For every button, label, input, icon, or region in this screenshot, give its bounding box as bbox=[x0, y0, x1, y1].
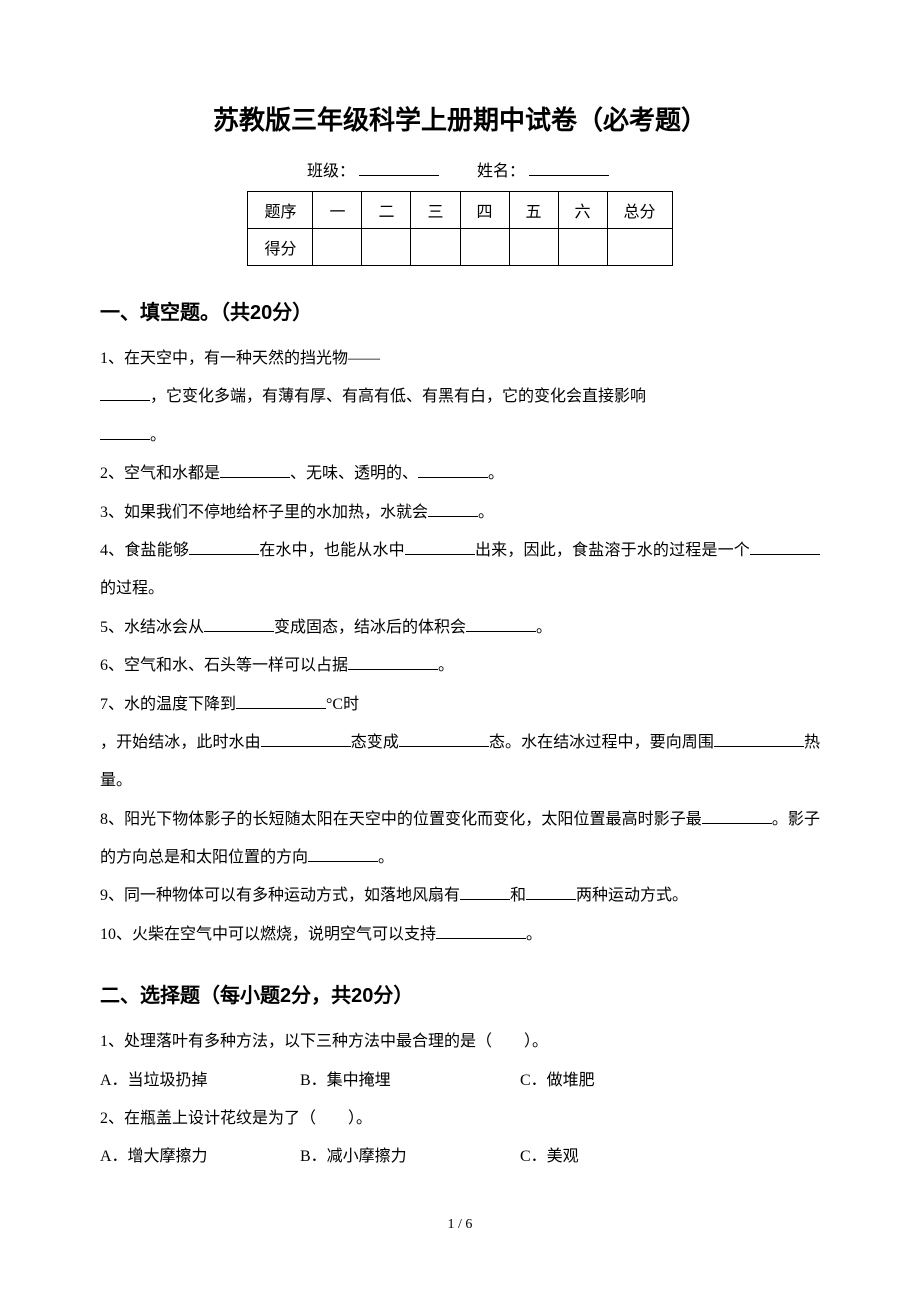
q-text: 、无味、透明的、 bbox=[290, 465, 418, 482]
q-text: 在水中，也能从水中 bbox=[259, 542, 405, 559]
fill-blank[interactable] bbox=[220, 477, 290, 478]
q-text: 1、在天空中，有一种天然的挡光物—— bbox=[100, 350, 380, 367]
question-8: 8、阳光下物体影子的长短随太阳在天空中的位置变化而变化，太阳位置最高时影子最。影… bbox=[100, 801, 820, 878]
option-a[interactable]: A．增大摩擦力 bbox=[100, 1138, 300, 1176]
col-header: 四 bbox=[460, 192, 509, 229]
question-3: 3、如果我们不停地给杯子里的水加热，水就会 。 bbox=[100, 494, 820, 532]
option-c[interactable]: C．做堆肥 bbox=[520, 1062, 820, 1100]
fill-blank[interactable] bbox=[714, 746, 804, 747]
fill-blank[interactable] bbox=[189, 554, 259, 555]
q-text: 出来，因此，食盐溶于水的过程是一个 bbox=[475, 542, 750, 559]
q-text: 。 bbox=[536, 619, 552, 636]
col-header: 题序 bbox=[248, 192, 313, 229]
name-label: 姓名： bbox=[477, 163, 525, 180]
fill-blank[interactable] bbox=[261, 746, 351, 747]
question-2: 2、空气和水都是 、无味、透明的、 。 bbox=[100, 455, 820, 493]
fill-blank[interactable] bbox=[236, 708, 326, 709]
col-header: 六 bbox=[558, 192, 607, 229]
score-table-header-row: 题序 一 二 三 四 五 六 总分 bbox=[248, 192, 672, 229]
option-b[interactable]: B．减小摩擦力 bbox=[300, 1138, 520, 1176]
mc-question-2: 2、在瓶盖上设计花纹是为了（ ）。 bbox=[100, 1100, 820, 1138]
question-7: 7、水的温度下降到 °C时 ，开始结冰，此时水由 态变成 态。水在结冰过程中，要向周围… bbox=[100, 686, 820, 801]
mc-question-1: 1、处理落叶有多种方法，以下三种方法中最合理的是（ ）。 bbox=[100, 1023, 820, 1061]
score-cell[interactable] bbox=[460, 229, 509, 266]
q-text: 态变成 bbox=[351, 734, 399, 751]
col-header: 二 bbox=[362, 192, 411, 229]
col-header: 五 bbox=[509, 192, 558, 229]
q-text: 。 bbox=[526, 926, 542, 943]
fill-blank[interactable] bbox=[750, 554, 820, 555]
score-table-score-row: 得分 bbox=[248, 229, 672, 266]
col-header: 三 bbox=[411, 192, 460, 229]
q-text: 8、阳光下物体影子的长短随太阳在天空中的位置变化而变化，太阳位置最高时影子最 bbox=[100, 811, 702, 828]
q-text: °C时 bbox=[326, 696, 359, 713]
question-4: 4、食盐能够 在水中，也能从水中 出来，因此，食盐溶于水的过程是一个的过程。 bbox=[100, 532, 820, 609]
fill-blank[interactable] bbox=[436, 938, 526, 939]
q-text: 3、如果我们不停地给杯子里的水加热，水就会 bbox=[100, 504, 428, 521]
q-text: 6、空气和水、石头等一样可以占据 bbox=[100, 657, 348, 674]
question-6: 6、空气和水、石头等一样可以占据 。 bbox=[100, 647, 820, 685]
q-text: 7、水的温度下降到 bbox=[100, 696, 236, 713]
q-text: 5、水结冰会从 bbox=[100, 619, 204, 636]
class-label: 班级： bbox=[307, 163, 355, 180]
fill-blank[interactable] bbox=[100, 400, 150, 401]
section-2-title: 二、选择题（每小题2分，共20分） bbox=[100, 979, 820, 1008]
q-text: 两种运动方式。 bbox=[576, 887, 688, 904]
fill-blank[interactable] bbox=[428, 516, 478, 517]
q-text: 。 bbox=[150, 427, 166, 444]
q-text: 9、同一种物体可以有多种运动方式，如落地风扇有 bbox=[100, 887, 460, 904]
q-text: 。 bbox=[488, 465, 504, 482]
fill-blank[interactable] bbox=[405, 554, 475, 555]
question-9: 9、同一种物体可以有多种运动方式，如落地风扇有 和 两种运动方式。 bbox=[100, 877, 820, 915]
mc-options-1: A．当垃圾扔掉 B．集中掩埋 C．做堆肥 bbox=[100, 1062, 820, 1100]
q-text: 的过程。 bbox=[100, 580, 164, 597]
score-cell[interactable] bbox=[607, 229, 672, 266]
fill-blank[interactable] bbox=[466, 631, 536, 632]
fill-blank[interactable] bbox=[418, 477, 488, 478]
fill-blank[interactable] bbox=[702, 823, 772, 824]
option-a[interactable]: A．当垃圾扔掉 bbox=[100, 1062, 300, 1100]
score-cell[interactable] bbox=[411, 229, 460, 266]
fill-blank[interactable] bbox=[399, 746, 489, 747]
fill-blank[interactable] bbox=[100, 439, 150, 440]
mc-options-2: A．增大摩擦力 B．减小摩擦力 C．美观 bbox=[100, 1138, 820, 1176]
q-text: 。 bbox=[478, 504, 494, 521]
fill-blank[interactable] bbox=[308, 861, 378, 862]
question-1: 1、在天空中，有一种天然的挡光物—— ，它变化多端，有薄有厚、有高有低、有黑有白… bbox=[100, 340, 820, 455]
score-cell[interactable] bbox=[509, 229, 558, 266]
col-header: 总分 bbox=[607, 192, 672, 229]
score-cell[interactable] bbox=[313, 229, 362, 266]
name-blank[interactable] bbox=[529, 175, 609, 176]
page-number: 1 / 6 bbox=[100, 1217, 820, 1233]
option-b[interactable]: B．集中掩埋 bbox=[300, 1062, 520, 1100]
class-blank[interactable] bbox=[359, 175, 439, 176]
q-text: 4、食盐能够 bbox=[100, 542, 189, 559]
score-cell[interactable] bbox=[362, 229, 411, 266]
fill-blank[interactable] bbox=[204, 631, 274, 632]
col-header: 一 bbox=[313, 192, 362, 229]
exam-title: 苏教版三年级科学上册期中试卷（必考题） bbox=[100, 100, 820, 137]
fill-blank[interactable] bbox=[460, 899, 510, 900]
fill-blank[interactable] bbox=[526, 899, 576, 900]
question-5: 5、水结冰会从 变成固态，结冰后的体积会 。 bbox=[100, 609, 820, 647]
q-text: 变成固态，结冰后的体积会 bbox=[274, 619, 466, 636]
q-text: 10、火柴在空气中可以燃烧，说明空气可以支持 bbox=[100, 926, 436, 943]
q-text: 。 bbox=[438, 657, 454, 674]
q-text: 。 bbox=[378, 849, 394, 866]
q-text: ，开始结冰，此时水由 bbox=[100, 734, 261, 751]
score-cell[interactable] bbox=[558, 229, 607, 266]
q-text: 和 bbox=[510, 887, 526, 904]
section-1-title: 一、填空题。（共20分） bbox=[100, 296, 820, 325]
fill-blank[interactable] bbox=[348, 669, 438, 670]
q-text: 2、空气和水都是 bbox=[100, 465, 220, 482]
option-c[interactable]: C．美观 bbox=[520, 1138, 820, 1176]
score-label: 得分 bbox=[248, 229, 313, 266]
score-table: 题序 一 二 三 四 五 六 总分 得分 bbox=[247, 191, 672, 266]
question-10: 10、火柴在空气中可以燃烧，说明空气可以支持 。 bbox=[100, 916, 820, 954]
q-text: ，它变化多端，有薄有厚、有高有低、有黑有白，它的变化会直接影响 bbox=[150, 388, 646, 405]
student-info-line: 班级： 姓名： bbox=[100, 157, 820, 181]
q-text: 态。水在结冰过程中，要向周围 bbox=[489, 734, 714, 751]
